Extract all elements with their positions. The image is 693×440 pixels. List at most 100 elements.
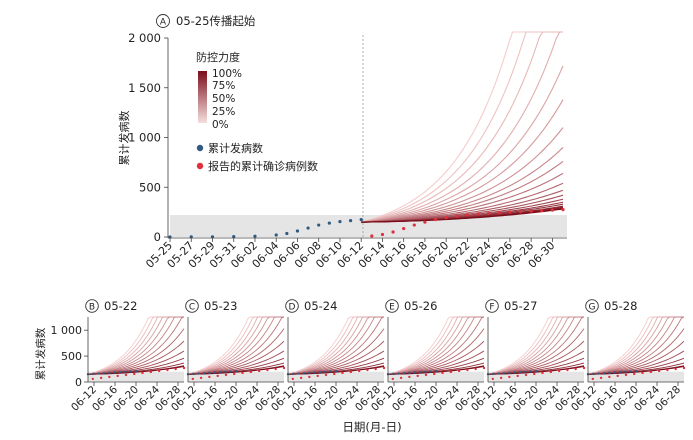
- reported-point: [349, 370, 353, 374]
- observed-point: [197, 372, 200, 375]
- reported-point: [591, 377, 594, 381]
- reported-point: [487, 211, 491, 215]
- observed-point: [424, 370, 427, 374]
- legend: 防控力度 100% 75% 50% 25% 0% 累计发病数 报告的累计确诊病例…: [196, 50, 318, 173]
- observed-point: [492, 372, 495, 376]
- observed-point: [108, 371, 111, 375]
- observed-point: [592, 372, 595, 376]
- projection-line: [287, 316, 384, 375]
- reported-point: [282, 366, 286, 370]
- observed-point: [513, 371, 516, 374]
- reported-point: [149, 370, 153, 374]
- reported-point: [474, 367, 477, 371]
- observed-point: [285, 231, 289, 236]
- reported-point: [391, 230, 395, 234]
- reported-point: [382, 366, 386, 370]
- main-panel: 0 500 1 000 1 500 2 000 05-2505-2705-2905-31…: [117, 14, 567, 271]
- reported-point: [249, 370, 253, 374]
- reported-point: [266, 368, 269, 372]
- reported-point: [516, 374, 519, 378]
- lower-shaded-band: [170, 215, 567, 237]
- observed-point: [234, 369, 238, 373]
- reported-point: [366, 368, 369, 372]
- observed-point: [408, 371, 411, 375]
- reported-point: [633, 372, 636, 376]
- reported-point: [457, 369, 461, 373]
- reported-point: [308, 375, 311, 379]
- reported-point: [391, 377, 394, 381]
- observed-point: [253, 234, 257, 238]
- reported-point: [133, 372, 136, 376]
- panel-letter: C: [189, 303, 195, 313]
- reported-point: [412, 223, 416, 227]
- reported-point: [182, 366, 186, 370]
- reported-point: [324, 373, 328, 377]
- reported-point: [433, 372, 436, 376]
- reported-point: [199, 376, 203, 380]
- reported-point: [599, 376, 603, 380]
- observed-point: [229, 370, 232, 373]
- lower-shaded-band: [388, 371, 484, 382]
- observed-point: [518, 370, 522, 374]
- reported-point: [682, 366, 686, 370]
- reported-point: [518, 210, 523, 214]
- observed-point: [402, 371, 406, 375]
- projection-line: [287, 316, 384, 375]
- observed-point: [202, 371, 206, 375]
- reported-point: [657, 369, 661, 373]
- reported-point: [508, 375, 511, 379]
- legend-gradient-title: 防控力度: [196, 50, 240, 64]
- observed-point: [313, 371, 316, 374]
- observed-point: [618, 370, 622, 374]
- reported-point: [166, 368, 169, 372]
- reported-point: [641, 371, 644, 375]
- reported-point: [108, 375, 111, 379]
- projection-line: [587, 316, 684, 375]
- y-tick-label: 500: [139, 180, 161, 194]
- reported-point: [482, 366, 486, 370]
- legend-label-reported: 报告的累计确诊病例数: [208, 159, 318, 173]
- observed-point: [502, 371, 506, 375]
- panel-letter-circle: [185, 299, 199, 313]
- reported-point: [424, 373, 428, 377]
- projection-line: [361, 31, 563, 223]
- reported-point: [557, 369, 561, 373]
- projection-line: [487, 316, 584, 375]
- observed-point: [118, 370, 122, 374]
- y-ticks: 0 500 1 000 1 500 2 000: [128, 31, 168, 244]
- reported-point: [241, 371, 244, 375]
- reported-point: [91, 377, 95, 381]
- projection-line: [361, 99, 564, 223]
- observed-point: [308, 371, 311, 375]
- reported-point: [561, 208, 565, 212]
- panel-title: 05-28: [604, 299, 637, 313]
- observed-point: [529, 370, 532, 373]
- projection-line: [587, 316, 684, 375]
- panel-letter: B: [89, 303, 95, 313]
- y-tick-label: 2 000: [128, 31, 161, 45]
- y-axis-label: 累计发病数: [117, 111, 131, 166]
- y-tick-label: 1 000: [128, 131, 161, 145]
- reported-point: [399, 376, 403, 380]
- reported-point: [341, 371, 344, 375]
- observed-point: [524, 370, 527, 374]
- observed-point: [92, 372, 95, 376]
- observed-point: [218, 370, 222, 374]
- panel-title: 05-25传播起始: [176, 14, 256, 28]
- observed-point: [608, 371, 611, 375]
- observed-point: [397, 372, 400, 375]
- legend-gradient-bar: [198, 71, 207, 123]
- reported-point: [274, 367, 277, 371]
- legend-gradient-label: 50%: [212, 93, 235, 105]
- reported-point: [216, 374, 219, 378]
- reported-point: [299, 376, 303, 380]
- lower-shaded-band: [488, 371, 584, 382]
- y-tick-label: 1 500: [128, 81, 161, 95]
- observed-point: [113, 371, 116, 374]
- observed-point: [329, 370, 332, 373]
- observed-point: [134, 369, 138, 373]
- reported-point: [316, 374, 319, 378]
